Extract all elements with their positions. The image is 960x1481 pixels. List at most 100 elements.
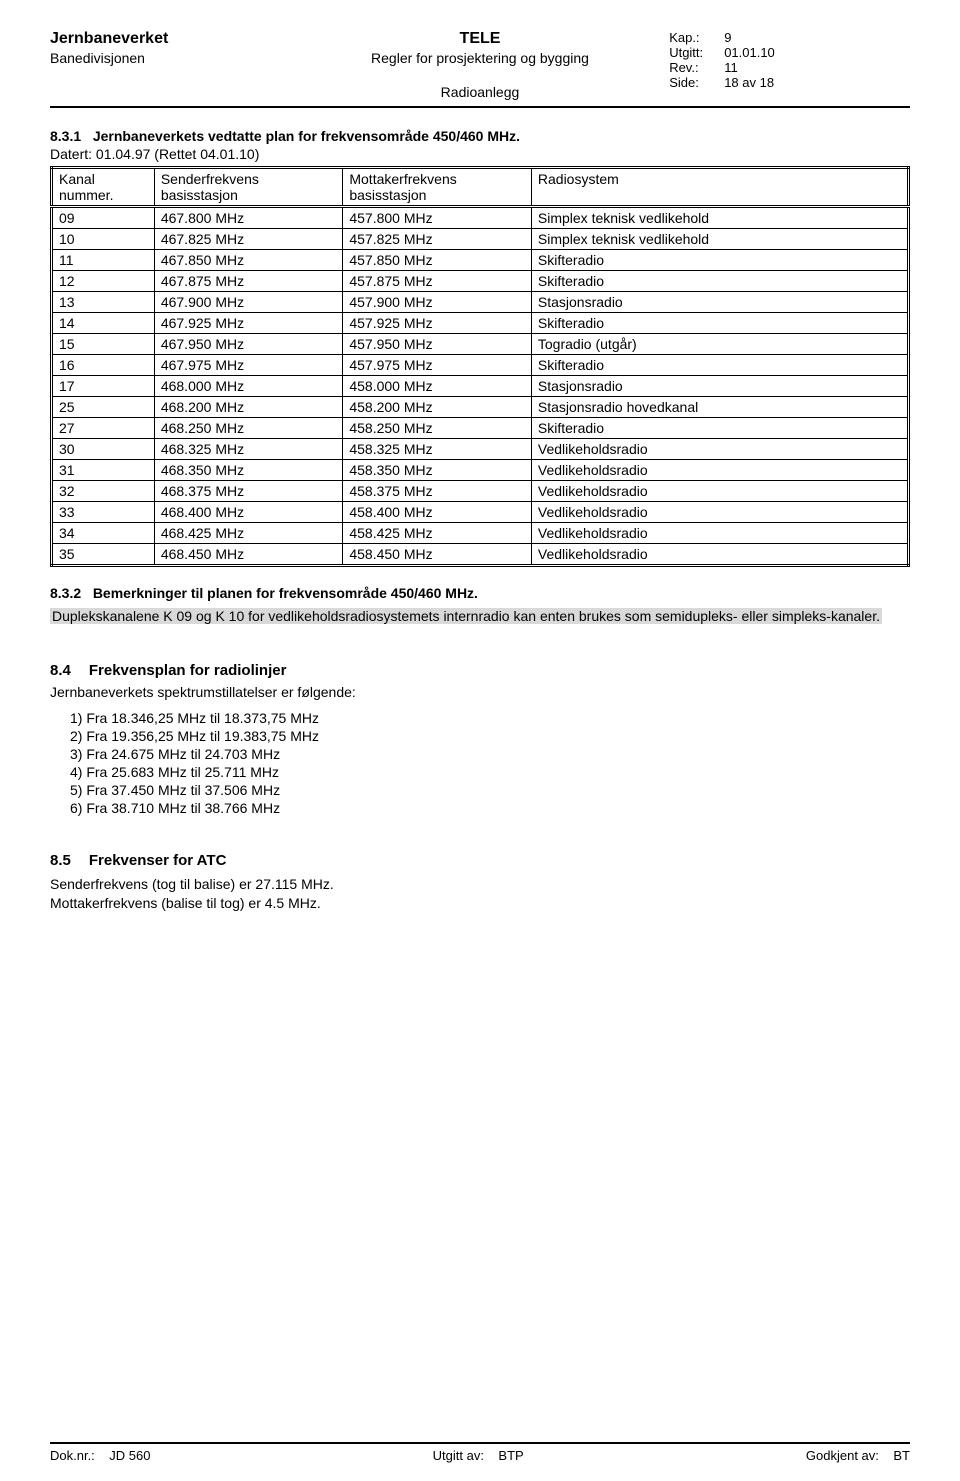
table-row: 12467.875 MHz457.875 MHzSkifteradio bbox=[52, 271, 909, 292]
heading-832-title: Bemerkninger til planen for frekvensområ… bbox=[93, 585, 478, 601]
table-cell: 467.875 MHz bbox=[154, 271, 343, 292]
header-meta: Kap.:9 Utgitt:01.01.10 Rev.:11 Side:18 a… bbox=[669, 30, 910, 100]
line-85-1: Senderfrekvens (tog til balise) er 27.11… bbox=[50, 875, 910, 894]
line-85-2: Mottakerfrekvens (balise til tog) er 4.5… bbox=[50, 894, 910, 913]
table-cell: 16 bbox=[52, 355, 155, 376]
para-832: Duplekskanalene K 09 og K 10 for vedlike… bbox=[50, 607, 910, 626]
heading-832-num: 8.3.2 bbox=[50, 585, 81, 601]
footer-mid: Utgitt av: BTP bbox=[433, 1448, 524, 1463]
table-cell: 15 bbox=[52, 334, 155, 355]
org-name: Jernbaneverket bbox=[50, 30, 291, 48]
frequency-table-body: 09467.800 MHz457.800 MHzSimplex teknisk … bbox=[52, 207, 909, 566]
header-subtitle: Regler for prosjektering og bygging bbox=[291, 50, 669, 66]
table-cell: 457.925 MHz bbox=[343, 313, 532, 334]
table-cell: Vedlikeholdsradio bbox=[531, 544, 908, 566]
table-cell: 458.325 MHz bbox=[343, 439, 532, 460]
table-row: 32468.375 MHz458.375 MHzVedlikeholdsradi… bbox=[52, 481, 909, 502]
table-row: 34468.425 MHz458.425 MHzVedlikeholdsradi… bbox=[52, 523, 909, 544]
list-item: 6) Fra 38.710 MHz til 38.766 MHz bbox=[70, 800, 910, 816]
list-item: 4) Fra 25.683 MHz til 25.711 MHz bbox=[70, 764, 910, 780]
footer-right: Godkjent av: BT bbox=[806, 1448, 910, 1463]
table-cell: 467.950 MHz bbox=[154, 334, 343, 355]
table-cell: 31 bbox=[52, 460, 155, 481]
table-row: 35468.450 MHz458.450 MHzVedlikeholdsradi… bbox=[52, 544, 909, 566]
table-cell: Stasjonsradio bbox=[531, 292, 908, 313]
table-cell: 468.250 MHz bbox=[154, 418, 343, 439]
table-cell: Togradio (utgår) bbox=[531, 334, 908, 355]
table-cell: 14 bbox=[52, 313, 155, 334]
para-832-text: Duplekskanalene K 09 og K 10 for vedlike… bbox=[50, 608, 882, 624]
th-radiosystem: Radiosystem bbox=[531, 168, 908, 207]
table-cell: 33 bbox=[52, 502, 155, 523]
table-cell: 457.825 MHz bbox=[343, 229, 532, 250]
table-cell: 467.800 MHz bbox=[154, 207, 343, 229]
table-cell: 467.850 MHz bbox=[154, 250, 343, 271]
table-cell: 458.425 MHz bbox=[343, 523, 532, 544]
side-label: Side: bbox=[669, 75, 724, 90]
table-cell: 468.200 MHz bbox=[154, 397, 343, 418]
table-cell: 467.825 MHz bbox=[154, 229, 343, 250]
table-row: 25468.200 MHz458.200 MHzStasjonsradio ho… bbox=[52, 397, 909, 418]
table-cell: 467.975 MHz bbox=[154, 355, 343, 376]
utgitt-label: Utgitt: bbox=[669, 45, 724, 60]
table-cell: 467.900 MHz bbox=[154, 292, 343, 313]
heading-84-num: 8.4 bbox=[50, 662, 71, 679]
heading-84: 8.4 Frekvensplan for radiolinjer bbox=[50, 662, 910, 679]
table-cell: 34 bbox=[52, 523, 155, 544]
th-kanal: Kanal nummer. bbox=[52, 168, 155, 207]
table-row: 30468.325 MHz458.325 MHzVedlikeholdsradi… bbox=[52, 439, 909, 460]
table-cell: 468.400 MHz bbox=[154, 502, 343, 523]
table-cell: Vedlikeholdsradio bbox=[531, 481, 908, 502]
table-row: 14467.925 MHz457.925 MHzSkifteradio bbox=[52, 313, 909, 334]
table-cell: Vedlikeholdsradio bbox=[531, 439, 908, 460]
table-cell: Skifteradio bbox=[531, 250, 908, 271]
list-item: 2) Fra 19.356,25 MHz til 19.383,75 MHz bbox=[70, 728, 910, 744]
table-cell: 468.375 MHz bbox=[154, 481, 343, 502]
heading-84-title: Frekvensplan for radiolinjer bbox=[89, 662, 287, 679]
frequency-table: Kanal nummer. Senderfrekvens basisstasjo… bbox=[50, 166, 910, 567]
header-center: TELE Regler for prosjektering og bygging… bbox=[291, 30, 669, 100]
table-cell: 30 bbox=[52, 439, 155, 460]
page-footer: Dok.nr.: JD 560 Utgitt av: BTP Godkjent … bbox=[50, 1442, 910, 1463]
table-cell: 468.350 MHz bbox=[154, 460, 343, 481]
dated-line: Datert: 01.04.97 (Rettet 04.01.10) bbox=[50, 146, 910, 162]
rev-value: 11 bbox=[724, 60, 738, 75]
table-row: 31468.350 MHz458.350 MHzVedlikeholdsradi… bbox=[52, 460, 909, 481]
list-item: 3) Fra 24.675 MHz til 24.703 MHz bbox=[70, 746, 910, 762]
page-header: Jernbaneverket Banedivisjonen TELE Regle… bbox=[50, 30, 910, 108]
table-cell: 458.350 MHz bbox=[343, 460, 532, 481]
table-cell: 32 bbox=[52, 481, 155, 502]
table-cell: 467.925 MHz bbox=[154, 313, 343, 334]
list-item: 1) Fra 18.346,25 MHz til 18.373,75 MHz bbox=[70, 710, 910, 726]
header-subtitle2: Radioanlegg bbox=[291, 84, 669, 100]
table-cell: Skifteradio bbox=[531, 355, 908, 376]
table-cell: 09 bbox=[52, 207, 155, 229]
heading-85: 8.5Frekvenser for ATC bbox=[50, 852, 910, 869]
table-cell: Skifteradio bbox=[531, 271, 908, 292]
table-cell: 457.875 MHz bbox=[343, 271, 532, 292]
footer-left: Dok.nr.: JD 560 bbox=[50, 1448, 150, 1463]
table-cell: 468.450 MHz bbox=[154, 544, 343, 566]
table-header-row: Kanal nummer. Senderfrekvens basisstasjo… bbox=[52, 168, 909, 207]
table-cell: Skifteradio bbox=[531, 418, 908, 439]
table-cell: 13 bbox=[52, 292, 155, 313]
header-left: Jernbaneverket Banedivisjonen bbox=[50, 30, 291, 100]
table-cell: 457.800 MHz bbox=[343, 207, 532, 229]
heading-832: 8.3.2 Bemerkninger til planen for frekve… bbox=[50, 585, 910, 601]
table-cell: 12 bbox=[52, 271, 155, 292]
table-cell: 468.325 MHz bbox=[154, 439, 343, 460]
table-cell: Stasjonsradio hovedkanal bbox=[531, 397, 908, 418]
intro-84: Jernbaneverkets spektrumstillatelser er … bbox=[50, 683, 910, 702]
table-cell: 457.900 MHz bbox=[343, 292, 532, 313]
table-cell: 458.200 MHz bbox=[343, 397, 532, 418]
table-cell: 457.850 MHz bbox=[343, 250, 532, 271]
table-cell: Vedlikeholdsradio bbox=[531, 460, 908, 481]
table-row: 17468.000 MHz458.000 MHzStasjonsradio bbox=[52, 376, 909, 397]
list-84: 1) Fra 18.346,25 MHz til 18.373,75 MHz 2)… bbox=[70, 710, 910, 816]
table-cell: 458.000 MHz bbox=[343, 376, 532, 397]
heading-831: 8.3.1 Jernbaneverkets vedtatte plan for … bbox=[50, 128, 910, 144]
utgitt-value: 01.01.10 bbox=[724, 45, 775, 60]
table-cell: 35 bbox=[52, 544, 155, 566]
heading-831-num: 8.3.1 bbox=[50, 128, 81, 144]
table-cell: Stasjonsradio bbox=[531, 376, 908, 397]
